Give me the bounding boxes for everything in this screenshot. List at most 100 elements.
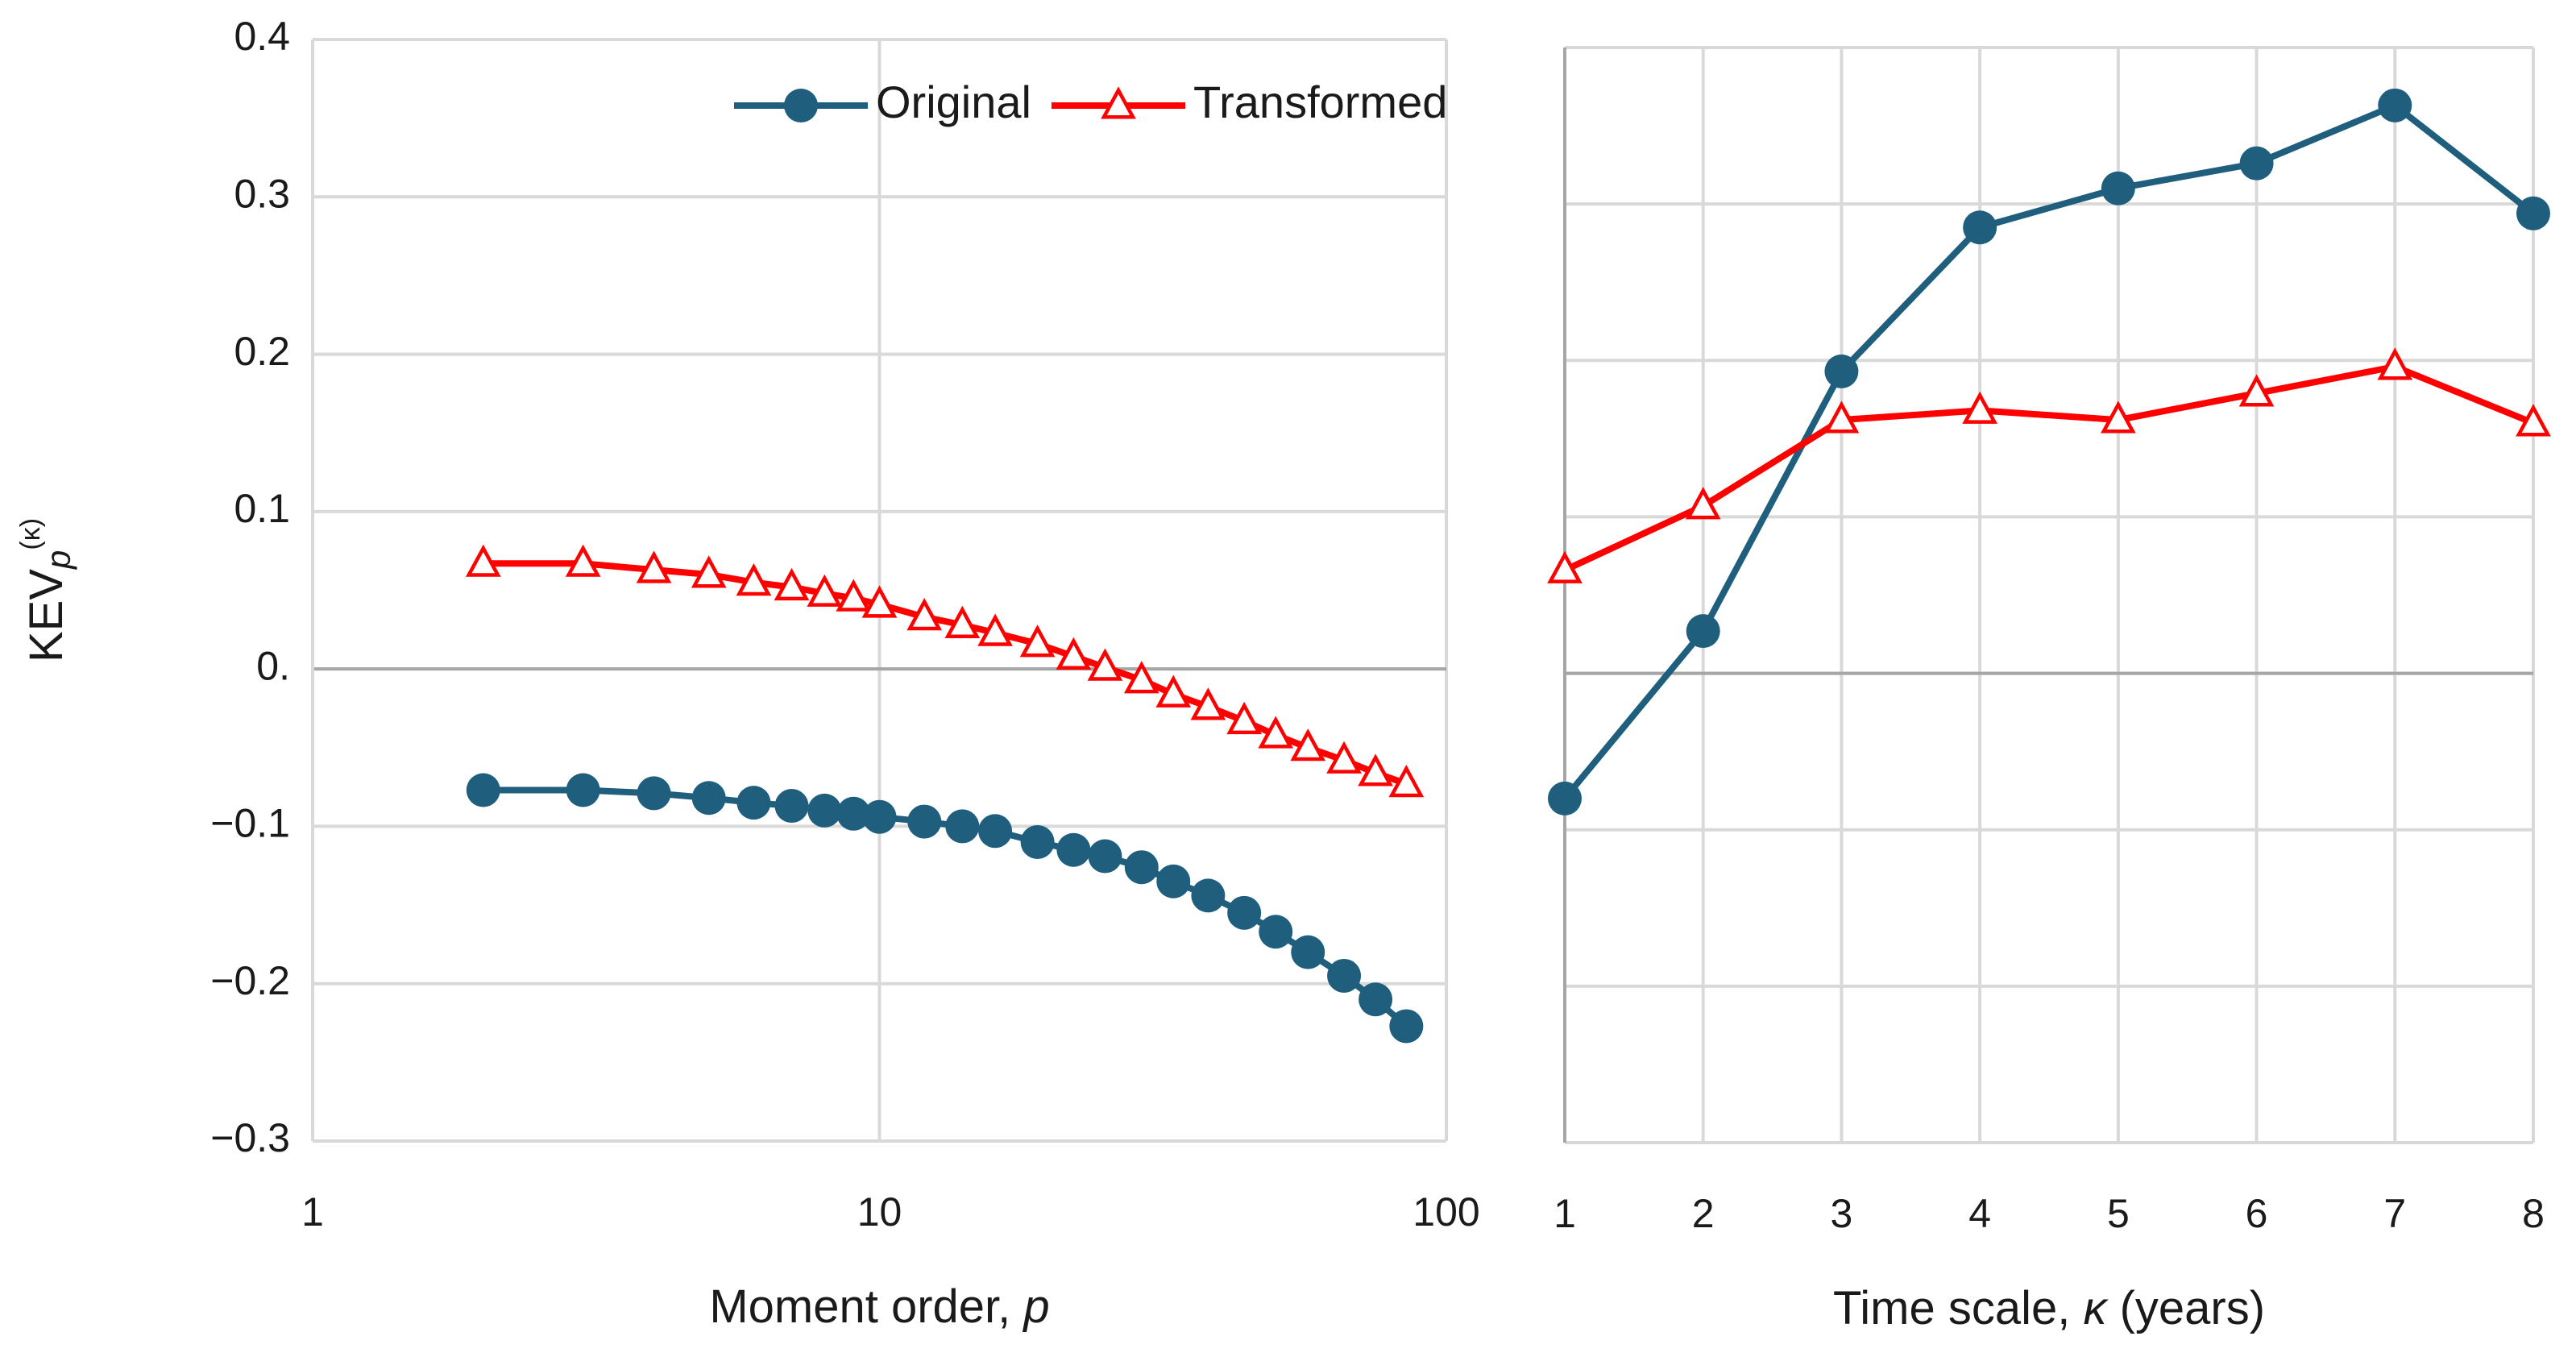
marker bbox=[1963, 210, 1997, 245]
marker bbox=[1258, 716, 1294, 749]
marker bbox=[2516, 196, 2550, 230]
marker bbox=[774, 567, 810, 601]
series bbox=[466, 773, 1424, 1044]
x-tick-label: 7 bbox=[2383, 1191, 2406, 1236]
marker bbox=[1389, 1009, 1424, 1044]
y-axis-label: KEVp(κ) bbox=[15, 518, 77, 662]
marker bbox=[1056, 832, 1091, 867]
y-axis-label-text: KEV bbox=[20, 569, 73, 662]
marker bbox=[1101, 86, 1136, 119]
marker bbox=[944, 605, 981, 638]
marker bbox=[1191, 878, 1226, 913]
x-axis-label-var: p bbox=[1022, 1280, 1049, 1333]
marker bbox=[1547, 550, 1583, 583]
y-axis-label-sub: p bbox=[39, 550, 77, 571]
marker bbox=[691, 555, 727, 588]
y-tick-label: −0.2 bbox=[210, 958, 290, 1003]
marker bbox=[906, 597, 943, 631]
marker bbox=[1155, 674, 1192, 708]
x-axis-label-unit: (years) bbox=[2106, 1282, 2265, 1334]
marker bbox=[1686, 614, 1720, 649]
marker bbox=[862, 799, 897, 834]
marker bbox=[978, 814, 1013, 849]
x-tick-label: 100 bbox=[1412, 1189, 1479, 1235]
marker bbox=[1020, 824, 1055, 859]
marker bbox=[945, 809, 980, 844]
marker bbox=[637, 776, 671, 811]
marker bbox=[1358, 753, 1393, 786]
x-tick-label: 4 bbox=[1968, 1191, 1991, 1236]
y-tick-label: −0.3 bbox=[210, 1115, 290, 1160]
marker bbox=[1326, 741, 1362, 774]
marker bbox=[774, 789, 809, 824]
marker bbox=[1290, 728, 1326, 761]
marker bbox=[977, 613, 1013, 646]
marker bbox=[1056, 637, 1092, 670]
marker bbox=[2377, 347, 2413, 380]
marker bbox=[2378, 88, 2412, 122]
series bbox=[1548, 88, 2550, 815]
grid bbox=[311, 38, 2535, 1144]
y-tick-label: 0.2 bbox=[234, 329, 290, 374]
marker bbox=[1087, 648, 1123, 681]
marker bbox=[907, 804, 942, 839]
marker bbox=[736, 786, 771, 820]
marker bbox=[1291, 935, 1325, 969]
marker bbox=[565, 544, 601, 577]
marker bbox=[2238, 374, 2275, 407]
marker bbox=[1359, 982, 1393, 1017]
marker bbox=[1388, 764, 1425, 798]
marker bbox=[2239, 146, 2274, 181]
marker bbox=[1124, 850, 1159, 885]
marker bbox=[807, 793, 842, 828]
x-tick-label: 3 bbox=[1831, 1191, 1853, 1236]
legend-label: Original bbox=[876, 77, 1031, 127]
x-tick-label: 10 bbox=[857, 1189, 902, 1235]
marker bbox=[636, 550, 672, 583]
marker bbox=[1327, 958, 1362, 993]
marker bbox=[1156, 864, 1191, 898]
marker bbox=[2516, 404, 2551, 437]
x-tick-label: 8 bbox=[2522, 1191, 2545, 1236]
y-tick-label: 0.1 bbox=[234, 486, 290, 531]
marker bbox=[784, 89, 818, 122]
x-axis-label-var: κ bbox=[2083, 1282, 2109, 1334]
plot bbox=[465, 88, 2551, 1044]
series bbox=[465, 544, 1425, 798]
x-tick-label: 1 bbox=[1553, 1191, 1576, 1236]
marker bbox=[566, 773, 600, 807]
marker bbox=[2101, 171, 2135, 205]
y-tick-label: 0. bbox=[256, 643, 290, 688]
x-tick-label: 1 bbox=[301, 1189, 324, 1235]
marker bbox=[1962, 391, 1997, 424]
marker bbox=[2101, 400, 2136, 434]
marker bbox=[1823, 400, 1860, 434]
x-axis-label: Moment order, p bbox=[709, 1280, 1049, 1333]
marker bbox=[465, 544, 501, 577]
marker bbox=[1226, 701, 1263, 735]
marker bbox=[1824, 354, 1859, 388]
marker bbox=[1123, 661, 1159, 694]
y-tick-label: −0.1 bbox=[210, 801, 290, 846]
x-tick-label: 6 bbox=[2246, 1191, 2268, 1236]
y-tick-label: 0.3 bbox=[234, 171, 290, 216]
marker bbox=[466, 773, 500, 807]
marker bbox=[1019, 625, 1056, 658]
marker bbox=[807, 574, 843, 607]
x-axis-label-text: Moment order, bbox=[709, 1280, 1023, 1333]
x-tick-label: 5 bbox=[2107, 1191, 2130, 1236]
x-axis-label-text: Time scale, bbox=[1833, 1282, 2083, 1334]
y-tick-label: 0.4 bbox=[234, 14, 290, 59]
marker bbox=[861, 585, 898, 618]
y-axis-label-sup: (κ) bbox=[15, 518, 46, 550]
legend: Original Transformed bbox=[734, 77, 1447, 127]
marker bbox=[1088, 839, 1122, 874]
marker bbox=[691, 781, 726, 815]
marker bbox=[1190, 687, 1226, 720]
legend-label: Transformed bbox=[1193, 77, 1447, 127]
series-line bbox=[1562, 102, 2536, 801]
marker bbox=[836, 579, 872, 612]
marker bbox=[1685, 487, 1721, 520]
marker bbox=[836, 796, 871, 831]
